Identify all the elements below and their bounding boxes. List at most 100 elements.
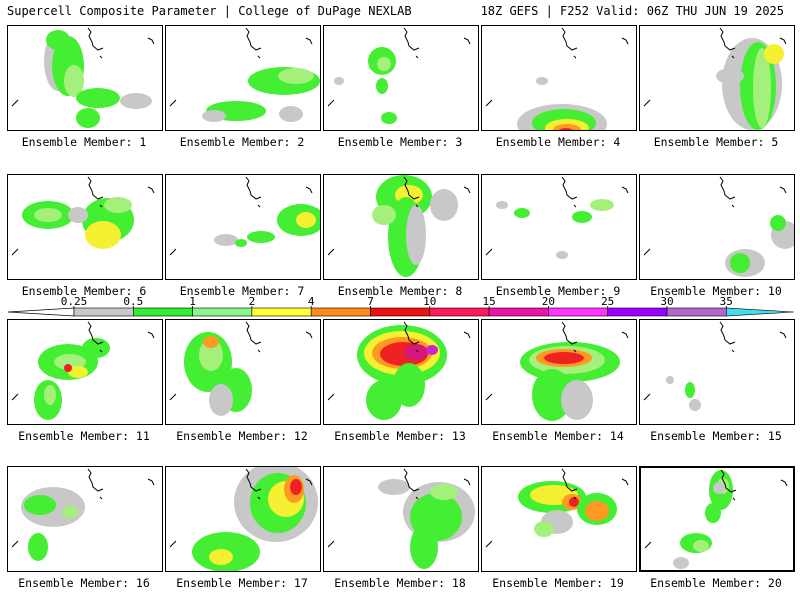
- ensemble-member-map-10[interactable]: [639, 174, 795, 280]
- scp-contour-lgreen: [278, 68, 314, 84]
- coastline: [463, 37, 471, 45]
- scp-field-map: [327, 27, 471, 124]
- ensemble-member-map-4[interactable]: [481, 25, 637, 131]
- coastline: [415, 204, 419, 208]
- ensemble-member-label: Ensemble Member: 10: [650, 284, 782, 298]
- colorbar-tick-label: 30: [660, 296, 673, 308]
- coastline: [719, 27, 736, 51]
- colorbar-tick-label: 1: [189, 296, 196, 308]
- ensemble-member-label: Ensemble Member: 11: [18, 429, 150, 443]
- ensemble-member-map-14[interactable]: [481, 319, 637, 425]
- coastline: [11, 393, 19, 401]
- scp-field-map: [485, 176, 629, 259]
- scp-contour-green: [76, 88, 120, 108]
- scp-field-map: [11, 27, 155, 128]
- coastline: [719, 321, 736, 345]
- ensemble-member-map-3[interactable]: [323, 25, 479, 131]
- ensemble-member-map-11[interactable]: [7, 319, 163, 425]
- coastline: [779, 186, 787, 194]
- scp-field-map: [327, 175, 471, 277]
- scp-contour-lgreen: [693, 540, 709, 552]
- ensemble-member-map-1[interactable]: [7, 25, 163, 131]
- scp-contour-lgreen: [372, 205, 396, 225]
- coastline: [643, 248, 651, 256]
- ensemble-member-map-7[interactable]: [165, 174, 321, 280]
- scp-field-map: [169, 176, 320, 256]
- scp-contour-green: [76, 108, 100, 128]
- coastline: [780, 479, 788, 487]
- coastline: [731, 349, 735, 353]
- coastline: [87, 468, 104, 492]
- coastline: [719, 176, 736, 200]
- coastline: [99, 496, 103, 500]
- scp-contour-gray: [536, 77, 548, 85]
- scp-contour-gray: [556, 251, 568, 259]
- ensemble-member-map-18[interactable]: [323, 466, 479, 572]
- ensemble-member-map-2[interactable]: [165, 25, 321, 131]
- scp-contour-purple: [426, 345, 438, 355]
- run-info: 18Z GEFS | F252 Valid: 06Z THU JUN 19 20…: [480, 4, 784, 18]
- coastline: [643, 99, 651, 107]
- scp-contour-gray: [406, 205, 426, 265]
- ensemble-member-map-19[interactable]: [481, 466, 637, 572]
- scp-contour-red: [569, 497, 579, 507]
- coastline: [561, 176, 578, 200]
- ensemble-member-map-13[interactable]: [323, 319, 479, 425]
- coastline: [305, 186, 313, 194]
- coastline: [403, 176, 420, 200]
- ensemble-member-label: Ensemble Member: 6: [21, 284, 147, 298]
- scp-contour-green: [514, 208, 530, 218]
- coastline: [327, 248, 335, 256]
- colorbar-segment: [370, 307, 431, 317]
- coastline: [415, 496, 419, 500]
- coastline: [257, 55, 261, 59]
- ensemble-member-map-5[interactable]: [639, 25, 795, 131]
- ensemble-member-map-12[interactable]: [165, 319, 321, 425]
- colorbar-segment: [192, 307, 253, 317]
- scp-contour-green: [685, 382, 695, 398]
- colorbar-segment: [488, 307, 549, 317]
- ensemble-member-map-9[interactable]: [481, 174, 637, 280]
- scp-contour-orange: [585, 501, 609, 521]
- scp-field-map: [169, 27, 320, 122]
- scp-field-map: [643, 321, 787, 411]
- coastline: [403, 468, 420, 492]
- coastline: [305, 37, 313, 45]
- coastline: [731, 204, 735, 208]
- scp-field-map: [485, 321, 629, 421]
- scp-contour-lgreen: [430, 484, 458, 500]
- coastline: [415, 349, 419, 353]
- ensemble-member-map-20[interactable]: [639, 466, 795, 572]
- ensemble-member-map-6[interactable]: [7, 174, 163, 280]
- scp-contour-yellow: [296, 212, 316, 228]
- scp-contour-green: [532, 369, 572, 421]
- scp-contour-red: [64, 364, 72, 372]
- ensemble-member-map-17[interactable]: [165, 466, 321, 572]
- ensemble-member-label: Ensemble Member: 2: [179, 135, 305, 149]
- coastline: [257, 204, 261, 208]
- scp-contour-lgreen: [64, 65, 84, 97]
- ensemble-member-label: Ensemble Member: 18: [334, 576, 466, 590]
- ensemble-member-label: Ensemble Member: 16: [18, 576, 150, 590]
- coastline: [463, 331, 471, 339]
- scp-contour-gray: [68, 207, 88, 223]
- scp-contour-gray: [716, 68, 744, 84]
- coastline: [644, 541, 652, 549]
- coastline: [245, 176, 262, 200]
- coastline: [561, 468, 578, 492]
- coastline: [621, 478, 629, 486]
- colorbar-min-arrow: [7, 307, 75, 317]
- ensemble-member-label: Ensemble Member: 15: [650, 429, 782, 443]
- scp-field-map: [485, 468, 629, 548]
- scp-contour-gray: [430, 189, 458, 221]
- ensemble-member-map-8[interactable]: [323, 174, 479, 280]
- colorbar-segment: [310, 307, 371, 317]
- scp-contour-gray: [214, 234, 238, 246]
- ensemble-member-map-15[interactable]: [639, 319, 795, 425]
- ensemble-member-label: Ensemble Member: 12: [176, 429, 308, 443]
- coastline: [573, 496, 577, 500]
- coastline: [561, 27, 578, 51]
- ensemble-member-map-16[interactable]: [7, 466, 163, 572]
- ensemble-member-label: Ensemble Member: 9: [495, 284, 621, 298]
- coastline: [11, 248, 19, 256]
